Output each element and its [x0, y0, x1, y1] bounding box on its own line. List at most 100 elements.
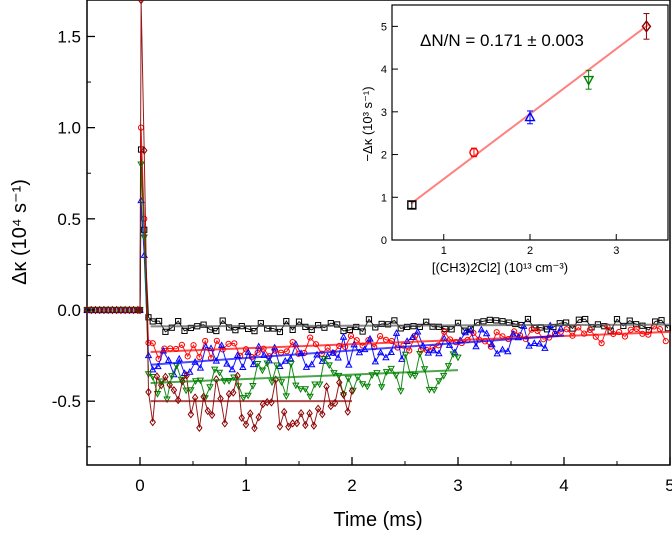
data-point	[302, 323, 309, 330]
data-point	[239, 395, 248, 402]
data-point	[287, 360, 295, 368]
data-point	[153, 391, 162, 398]
data-point	[376, 333, 384, 340]
data-point	[345, 360, 353, 368]
data-point	[365, 316, 373, 323]
data-point	[134, 305, 142, 315]
fit-line	[150, 330, 671, 353]
data-point	[244, 348, 252, 355]
data-point	[306, 393, 314, 401]
data-point	[493, 329, 500, 336]
data-point	[221, 419, 229, 428]
data-point	[109, 305, 116, 315]
inset-y-tick-label: 2	[381, 150, 387, 162]
data-point	[220, 378, 228, 385]
data-point	[178, 341, 185, 349]
data-point	[244, 392, 252, 400]
inset-y-tick-label: 1	[381, 192, 387, 204]
main-x-tick-label: 5	[665, 476, 672, 495]
data-point	[238, 413, 245, 423]
data-point	[569, 325, 576, 332]
inset-y-tick-label: 5	[381, 21, 387, 33]
data-point	[277, 379, 286, 387]
data-point	[184, 353, 191, 360]
data-point	[137, 0, 145, 5]
data-point	[170, 385, 178, 395]
data-point	[353, 323, 360, 331]
data-point	[255, 413, 262, 422]
data-point	[662, 338, 669, 345]
data-point	[292, 382, 300, 390]
data-point	[196, 353, 203, 361]
data-point	[480, 318, 487, 325]
data-point	[213, 337, 220, 344]
data-point	[454, 354, 462, 362]
main-y-tick-label: 0.5	[57, 210, 81, 229]
data-point	[213, 375, 220, 384]
data-point	[535, 339, 544, 347]
data-point	[613, 316, 621, 323]
data-point	[442, 325, 449, 333]
data-point	[384, 321, 392, 328]
inset-y-tick-label: 0	[381, 235, 387, 247]
data-point	[225, 324, 233, 331]
data-point	[242, 420, 250, 429]
data-point	[359, 328, 366, 335]
data-point	[377, 384, 386, 391]
data-point	[153, 372, 161, 381]
data-point	[307, 334, 314, 341]
data-point	[429, 323, 436, 330]
data-point	[141, 146, 148, 155]
data-point	[100, 305, 108, 315]
data-point	[96, 305, 103, 315]
data-point	[313, 350, 321, 358]
data-point	[344, 407, 351, 416]
data-point	[312, 341, 320, 348]
main-x-tick-label: 3	[453, 476, 462, 495]
inset-data-point	[583, 75, 595, 87]
data-point	[149, 340, 156, 347]
data-point	[472, 342, 480, 350]
main-y-ticks: -0.5 0.0 0.5 1.0 1.5	[52, 27, 95, 448]
inset-y-ticks: 0 1 2 3 4 5	[381, 21, 398, 247]
data-point	[334, 353, 342, 361]
data-point	[183, 371, 190, 380]
data-point	[276, 422, 284, 431]
data-point	[493, 349, 501, 357]
data-point	[461, 328, 470, 336]
data-point	[154, 362, 162, 370]
data-point	[504, 347, 512, 355]
data-point	[92, 305, 99, 315]
inset-y-axis-label: −Δκ (10³ s⁻¹)	[360, 86, 375, 161]
data-point	[320, 355, 329, 363]
data-point	[289, 419, 296, 428]
fit-line	[150, 323, 671, 328]
data-point	[136, 305, 144, 313]
data-point	[376, 348, 385, 356]
data-point	[232, 327, 239, 334]
data-point	[196, 423, 203, 433]
data-point	[493, 317, 500, 324]
main-x-ticks: 0 1 2 3 4 5	[86, 457, 672, 495]
data-point	[392, 329, 401, 336]
main-y-tick-label: -0.5	[52, 392, 81, 411]
data-point	[411, 373, 419, 380]
data-point	[488, 340, 496, 348]
data-point	[117, 305, 125, 315]
data-point	[371, 357, 380, 365]
data-point	[253, 360, 262, 368]
data-point	[233, 351, 242, 359]
data-point	[334, 321, 341, 328]
main-x-tick-label: 0	[135, 476, 144, 495]
data-point	[157, 381, 165, 390]
data-point	[149, 318, 156, 325]
inset-x-axis-label: [(CH3)2Cl2] (10¹³ cm⁻³)	[432, 260, 568, 275]
data-point	[175, 354, 183, 362]
main-x-tick-label: 2	[347, 476, 356, 495]
data-point	[408, 333, 417, 341]
data-point	[104, 305, 112, 315]
data-point	[251, 328, 258, 335]
data-point	[355, 348, 364, 356]
data-point	[336, 342, 343, 350]
data-point	[414, 327, 422, 335]
